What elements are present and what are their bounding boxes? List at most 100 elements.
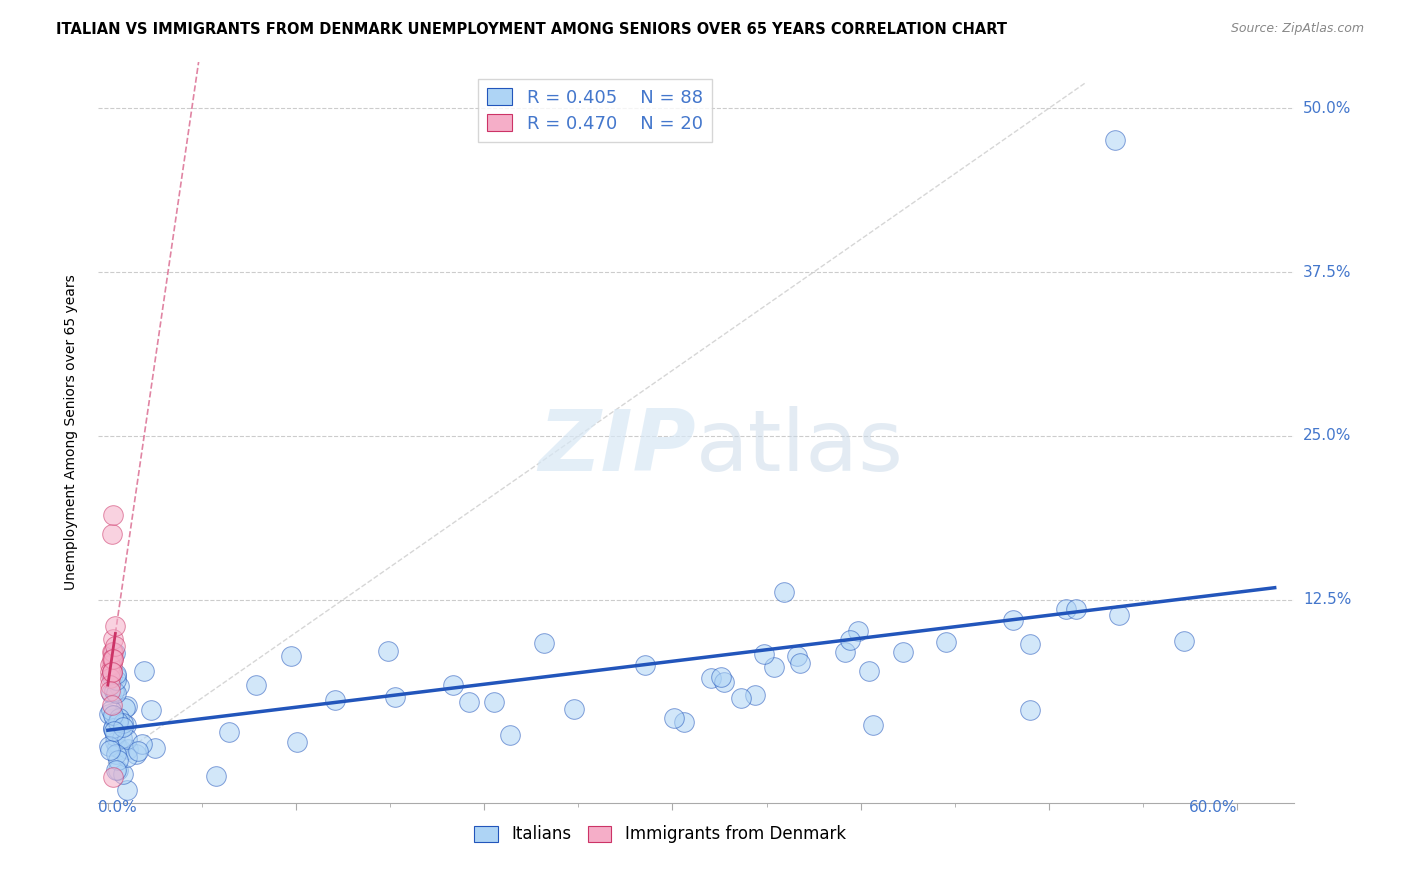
Point xyxy=(108,679,131,693)
Point xyxy=(105,740,128,755)
Point xyxy=(104,639,127,653)
Point xyxy=(103,632,125,646)
Point xyxy=(323,693,346,707)
Text: 12.5%: 12.5% xyxy=(1303,592,1351,607)
Point xyxy=(100,686,122,700)
Point xyxy=(786,648,808,663)
Point xyxy=(111,731,134,746)
Point xyxy=(744,688,766,702)
Point xyxy=(1018,637,1040,651)
Point xyxy=(141,702,163,716)
Point xyxy=(117,741,139,756)
Point xyxy=(710,671,733,685)
Point xyxy=(98,684,121,698)
Point xyxy=(127,744,149,758)
Point xyxy=(672,715,695,730)
Point xyxy=(700,671,723,685)
Point xyxy=(105,747,128,762)
Point xyxy=(100,658,122,673)
Point xyxy=(114,700,136,714)
Point xyxy=(107,714,129,729)
Point xyxy=(125,747,148,761)
Point xyxy=(108,742,131,756)
Point xyxy=(1019,703,1042,717)
Point xyxy=(384,690,406,704)
Point xyxy=(100,527,122,541)
Point xyxy=(664,711,686,725)
Point xyxy=(98,743,121,757)
Point xyxy=(280,648,302,663)
Point xyxy=(499,728,522,742)
Point xyxy=(117,782,139,797)
Point xyxy=(1002,613,1025,627)
Point xyxy=(1173,633,1195,648)
Text: 37.5%: 37.5% xyxy=(1303,265,1351,279)
Point xyxy=(101,722,124,736)
Point xyxy=(533,636,555,650)
Point xyxy=(103,707,125,722)
Point xyxy=(103,645,125,659)
Point xyxy=(101,721,124,735)
Point xyxy=(97,706,120,721)
Point xyxy=(789,657,811,671)
Point xyxy=(98,658,121,673)
Point xyxy=(862,718,884,732)
Point xyxy=(484,695,506,709)
Point xyxy=(105,667,128,681)
Point xyxy=(100,698,122,712)
Point xyxy=(858,664,880,678)
Point xyxy=(218,724,240,739)
Point xyxy=(111,720,134,734)
Point xyxy=(834,645,856,659)
Legend: Italians, Immigrants from Denmark: Italians, Immigrants from Denmark xyxy=(468,819,852,850)
Point xyxy=(98,671,121,685)
Text: 60.0%: 60.0% xyxy=(1188,800,1237,815)
Point xyxy=(730,690,752,705)
Point xyxy=(839,633,862,648)
Point xyxy=(891,645,914,659)
Point xyxy=(1108,608,1130,623)
Point xyxy=(103,724,125,739)
Text: ZIP: ZIP xyxy=(538,406,696,489)
Point xyxy=(104,619,127,633)
Point xyxy=(100,665,122,679)
Point xyxy=(1104,133,1126,147)
Point xyxy=(754,648,776,662)
Point xyxy=(103,770,125,784)
Point xyxy=(115,750,138,764)
Point xyxy=(114,718,136,732)
Point xyxy=(103,651,125,665)
Point xyxy=(115,698,138,713)
Point xyxy=(1054,602,1077,616)
Point xyxy=(105,669,128,683)
Point xyxy=(562,701,585,715)
Point xyxy=(634,658,657,673)
Point xyxy=(457,695,479,709)
Point xyxy=(98,678,121,692)
Point xyxy=(108,710,131,724)
Point xyxy=(1066,602,1088,616)
Point xyxy=(100,665,122,679)
Point xyxy=(100,670,122,684)
Point xyxy=(100,665,122,679)
Y-axis label: Unemployment Among Seniors over 65 years: Unemployment Among Seniors over 65 years xyxy=(63,275,77,591)
Point xyxy=(105,686,128,700)
Text: ITALIAN VS IMMIGRANTS FROM DENMARK UNEMPLOYMENT AMONG SENIORS OVER 65 YEARS CORR: ITALIAN VS IMMIGRANTS FROM DENMARK UNEMP… xyxy=(56,22,1007,37)
Point xyxy=(107,763,129,777)
Point xyxy=(104,735,127,749)
Point xyxy=(441,678,464,692)
Point xyxy=(111,766,134,780)
Point xyxy=(285,735,308,749)
Point xyxy=(846,624,869,638)
Point xyxy=(104,763,127,777)
Text: Source: ZipAtlas.com: Source: ZipAtlas.com xyxy=(1230,22,1364,36)
Point xyxy=(713,675,735,690)
Text: 0.0%: 0.0% xyxy=(98,800,138,815)
Point xyxy=(773,585,796,599)
Point xyxy=(100,703,122,717)
Text: 50.0%: 50.0% xyxy=(1303,101,1351,116)
Point xyxy=(103,651,125,665)
Point xyxy=(98,665,121,679)
Point xyxy=(762,659,785,673)
Point xyxy=(143,740,166,755)
